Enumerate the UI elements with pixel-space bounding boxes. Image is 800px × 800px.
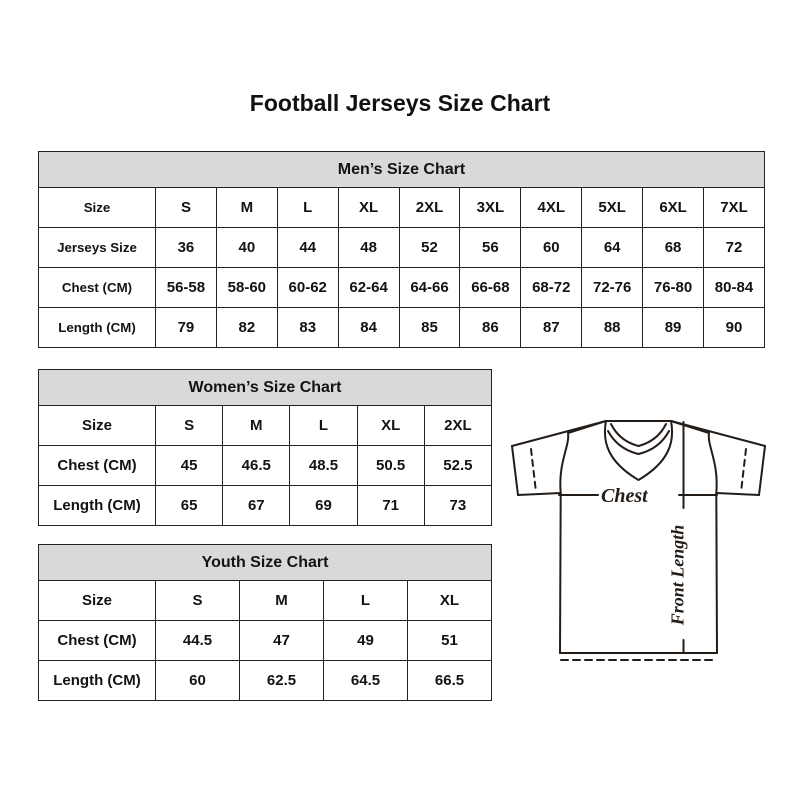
svg-text:Chest: Chest: [601, 485, 649, 507]
svg-text:Front Length: Front Length: [668, 525, 688, 627]
